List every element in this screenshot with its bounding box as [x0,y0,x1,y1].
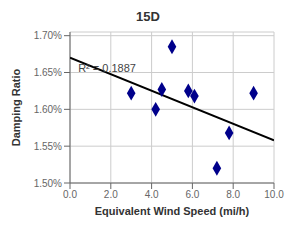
svg-text:2.0: 2.0 [104,189,118,200]
svg-text:1.55%: 1.55% [34,141,62,152]
svg-text:1.60%: 1.60% [34,104,62,115]
svg-text:Equivalent Wind Speed (mi/h): Equivalent Wind Speed (mi/h) [95,205,250,217]
svg-text:10.0: 10.0 [264,189,284,200]
svg-text:Damping Ratio: Damping Ratio [10,68,22,146]
svg-text:4.0: 4.0 [145,189,159,200]
svg-text:R² = 0.1887: R² = 0.1887 [78,62,136,74]
html-text:15D: 15D [136,9,160,24]
svg-text:1.70%: 1.70% [34,30,62,41]
svg-text:0.0: 0.0 [63,189,77,200]
svg-text:1.65%: 1.65% [34,67,62,78]
svg-text:8.0: 8.0 [226,189,240,200]
svg-text:1.50%: 1.50% [34,178,62,189]
svg-text:6.0: 6.0 [185,189,199,200]
